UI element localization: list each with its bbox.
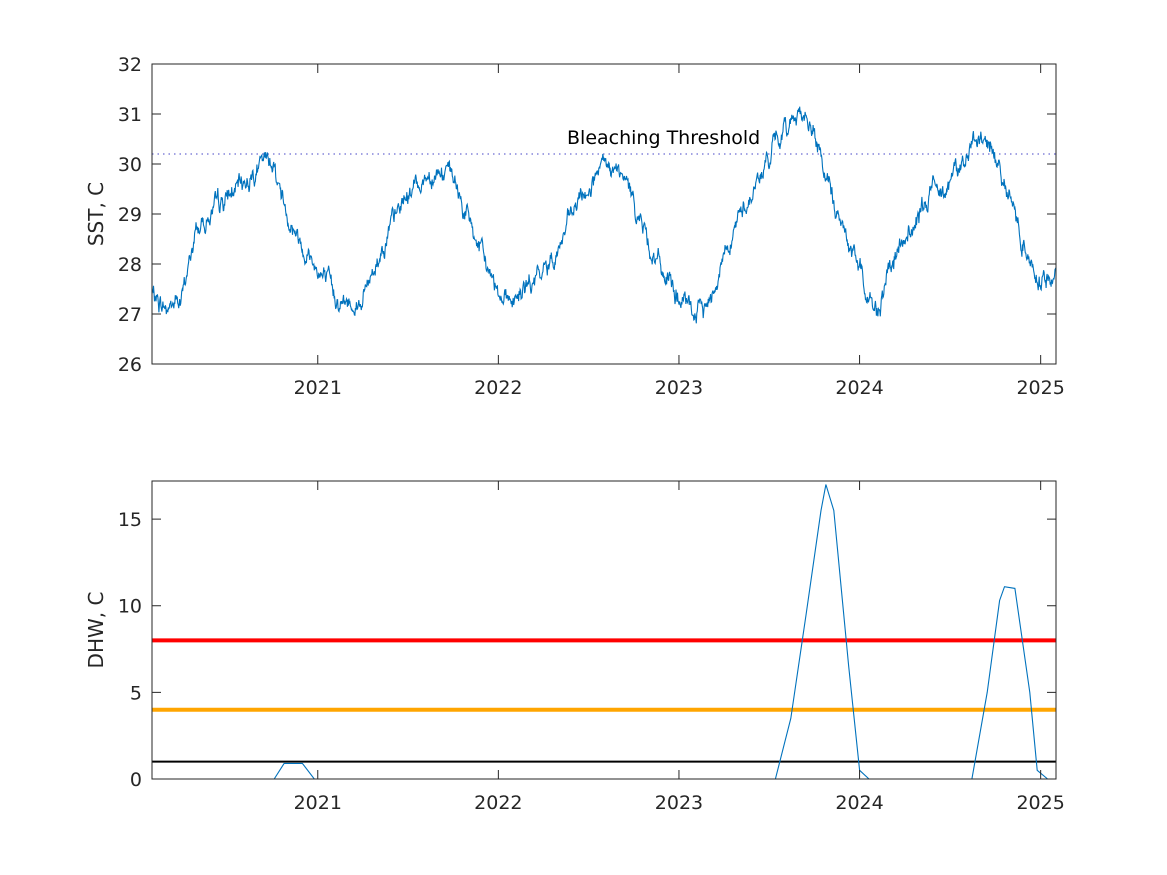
y-tick-label: 29 [118, 204, 142, 226]
sst-axes-frame [151, 63, 1057, 365]
y-tick-label: 26 [118, 354, 142, 376]
sst-plot-area [152, 64, 1056, 364]
x-tick-label: 2022 [474, 792, 522, 814]
dhw-plot-area [152, 481, 1056, 779]
y-tick-label: 30 [118, 154, 142, 176]
x-tick-label: 2024 [835, 792, 883, 814]
dhw-tick-labels: 2021 2022 2023 2024 2025 0 5 10 15 [118, 509, 1065, 814]
series-line [152, 484, 1048, 780]
y-tick-label: 28 [118, 254, 142, 276]
dhw-reference-lines [152, 638, 1056, 763]
x-tick-label: 2024 [835, 377, 883, 399]
y-tick-label: 31 [118, 104, 142, 126]
x-tick-label: 2021 [294, 792, 342, 814]
y-tick-label: 5 [130, 682, 142, 704]
sst-y-axis-label: SST, C [84, 182, 108, 246]
sst-tick-labels: 2021 2022 2023 2024 2025 26 27 28 29 30 31 32 [118, 54, 1065, 399]
dhw-axes-frame [151, 480, 1057, 780]
y-tick-label: 27 [118, 304, 142, 326]
x-tick-label: 2025 [1016, 377, 1064, 399]
x-tick-label: 2022 [474, 377, 522, 399]
y-tick-label: 10 [118, 596, 142, 618]
y-tick-label: 15 [118, 509, 142, 531]
sst-panel: 2021 2022 2023 2024 2025 26 27 28 29 30 31 32 SST, … [84, 54, 1065, 399]
dhw-y-axis-label: DHW, C [84, 592, 108, 669]
x-tick-label: 2023 [655, 792, 703, 814]
x-tick-label: 2023 [655, 377, 703, 399]
bleaching-threshold-label: Bleaching Threshold [567, 127, 760, 149]
sst-series [151, 106, 1057, 324]
dhw-series [152, 484, 1048, 780]
x-tick-label: 2021 [294, 377, 342, 399]
x-tick-label: 2025 [1016, 792, 1064, 814]
dhw-panel: 2021 2022 2023 2024 2025 0 5 10 15 DHW, C [84, 480, 1065, 814]
series-line [151, 106, 1057, 324]
y-tick-label: 0 [130, 769, 142, 791]
y-tick-label: 32 [118, 54, 142, 76]
